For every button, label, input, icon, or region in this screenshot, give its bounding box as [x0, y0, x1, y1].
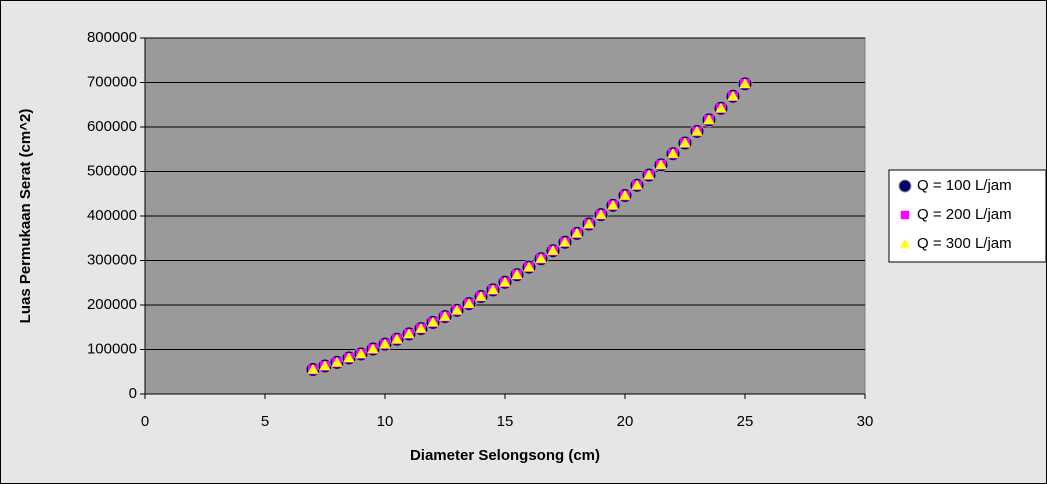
- legend-marker: [901, 211, 909, 219]
- legend-marker: [899, 180, 911, 192]
- y-tick-label: 800000: [87, 29, 137, 46]
- y-tick-label: 400000: [87, 207, 137, 224]
- x-tick-label: 0: [141, 413, 149, 430]
- legend-label: Q = 200 L/jam: [917, 206, 1012, 223]
- y-tick-label: 200000: [87, 296, 137, 313]
- y-tick-label: 0: [129, 385, 137, 402]
- x-axis-label: Diameter Selongsong (cm): [410, 447, 600, 464]
- y-tick-label: 600000: [87, 118, 137, 135]
- x-tick-label: 10: [377, 413, 394, 430]
- x-tick-label: 30: [857, 413, 874, 430]
- x-tick-label: 25: [737, 413, 754, 430]
- x-tick-label: 20: [617, 413, 634, 430]
- y-tick-label: 300000: [87, 251, 137, 268]
- y-tick-label: 500000: [87, 162, 137, 179]
- y-axis-label: Luas Permukaan Serat (cm^2): [17, 109, 34, 324]
- chart: Diameter Selongsong (cm) Luas Permukaan …: [0, 0, 1047, 484]
- x-tick-label: 15: [497, 413, 514, 430]
- y-tick-label: 100000: [87, 340, 137, 357]
- x-tick-label: 5: [261, 413, 269, 430]
- legend-label: Q = 100 L/jam: [917, 177, 1012, 194]
- y-tick-label: 700000: [87, 73, 137, 90]
- legend-label: Q = 300 L/jam: [917, 235, 1012, 252]
